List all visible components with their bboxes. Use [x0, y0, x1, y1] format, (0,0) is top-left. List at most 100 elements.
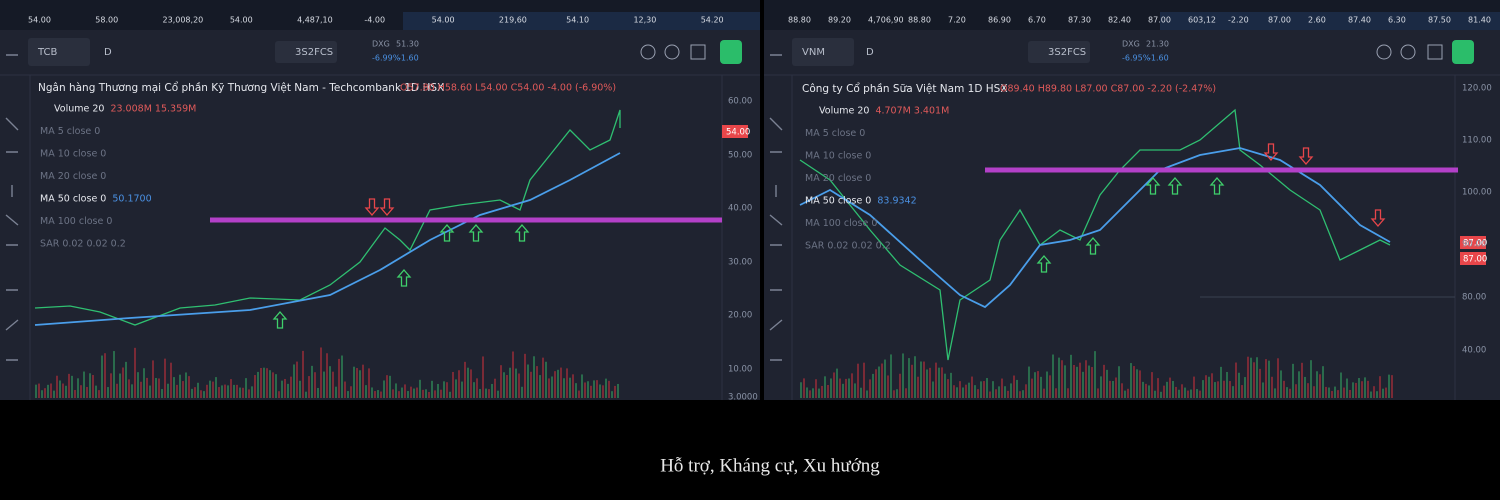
quote-value: 54.00 — [230, 16, 253, 25]
quote-value: 87.00 — [1268, 16, 1291, 25]
volume-bar — [1007, 390, 1009, 398]
volume-bar — [107, 387, 109, 398]
volume-bar — [1196, 389, 1198, 398]
volume-bar — [524, 353, 526, 398]
volume-bar — [1280, 370, 1282, 398]
volume-bar — [1244, 377, 1246, 398]
volume-bar — [377, 390, 379, 398]
quote-value: 12,30 — [633, 16, 656, 25]
volume-bar — [977, 389, 979, 398]
volume-bar — [560, 367, 562, 398]
layout-box[interactable] — [275, 41, 337, 63]
volume-bar — [158, 378, 160, 398]
volume-bar — [1316, 371, 1318, 398]
interval[interactable]: D — [104, 47, 112, 58]
volume-bar — [1166, 381, 1168, 398]
volume-bar — [1391, 375, 1393, 398]
quote-value: 6.70 — [1028, 16, 1046, 25]
record-button[interactable] — [1452, 40, 1474, 64]
volume-bar — [1283, 380, 1285, 398]
volume-bar — [305, 391, 307, 398]
icon[interactable] — [1376, 44, 1392, 60]
volume-bar — [311, 365, 313, 398]
volume-bar — [578, 390, 580, 398]
volume-bar — [419, 379, 421, 398]
volume-bar — [326, 353, 328, 398]
volume-bar — [1247, 356, 1249, 398]
volume-bar — [1025, 384, 1027, 398]
record-button[interactable] — [720, 40, 742, 64]
volume-bar — [1310, 360, 1312, 398]
volume-bar — [554, 371, 556, 398]
volume-bar — [128, 379, 130, 398]
volume-bar — [404, 384, 406, 398]
volume-bar — [1016, 379, 1018, 398]
volume-bar — [1190, 389, 1192, 398]
volume-bar — [269, 370, 271, 398]
volume-bar — [308, 376, 310, 398]
volume-bar — [980, 381, 982, 398]
volume-bar — [1241, 385, 1243, 398]
volume-bar — [1070, 354, 1072, 398]
volume-bar — [1064, 365, 1066, 398]
volume-bar — [902, 353, 904, 398]
volume-bar — [167, 383, 169, 398]
volume-bar — [812, 388, 814, 398]
volume-bar — [1124, 390, 1126, 398]
volume-bar — [887, 375, 889, 398]
volume-bar — [1301, 362, 1303, 398]
icon[interactable] — [640, 44, 656, 60]
volume-bar — [548, 378, 550, 398]
volume-bar — [1259, 368, 1261, 398]
volume-bar — [416, 387, 418, 398]
chart-title: Ngân hàng Thương mại Cổ phần Kỹ Thương V… — [38, 81, 444, 94]
interval[interactable]: D — [866, 47, 874, 58]
icon[interactable] — [1427, 44, 1443, 60]
volume-bar — [1082, 371, 1084, 398]
volume-bar — [1346, 378, 1348, 398]
volume-bar — [1343, 387, 1345, 398]
volume-bar — [1103, 364, 1105, 398]
quote-value: 54.10 — [566, 16, 589, 25]
volume-bar — [386, 375, 388, 398]
volume-bar — [596, 380, 598, 398]
volume-bar — [425, 389, 427, 398]
last-price: 87.00 — [1463, 239, 1487, 249]
volume-bar — [617, 383, 619, 398]
volume-bar — [830, 378, 832, 398]
volume-bar — [1232, 386, 1234, 398]
volume-bar — [1217, 381, 1219, 398]
volume-bar — [1055, 388, 1057, 398]
layout-box[interactable] — [1028, 41, 1090, 63]
volume-bar — [842, 383, 844, 398]
icon[interactable] — [664, 44, 680, 60]
price-axis-label: 40.00 — [1462, 346, 1486, 356]
icon[interactable] — [690, 44, 706, 60]
icon[interactable] — [1400, 44, 1416, 60]
volume-bar — [152, 360, 154, 398]
quote-value: 54.20 — [701, 16, 724, 25]
volume-bar — [968, 382, 970, 398]
volume-bar — [296, 361, 298, 398]
volume-bar — [1067, 388, 1069, 398]
volume-bar — [1106, 369, 1108, 398]
volume-bar — [479, 388, 481, 398]
watch-price: 21.30 — [1146, 40, 1169, 49]
volume-bar — [1340, 372, 1342, 398]
volume-bar — [1286, 387, 1288, 398]
volume-bar — [287, 383, 289, 398]
volume-bar — [362, 364, 364, 398]
last-price-tag — [1460, 236, 1486, 249]
volume-bar — [86, 386, 88, 398]
volume-bar — [1094, 351, 1096, 398]
volume-bar — [1079, 362, 1081, 398]
volume-bar — [1136, 369, 1138, 398]
symbol-box[interactable] — [28, 38, 90, 66]
volume-bar — [527, 364, 529, 398]
volume-bar — [92, 375, 94, 398]
volume-bar — [389, 375, 391, 398]
quote-value: 6.30 — [1388, 16, 1406, 25]
symbol-box[interactable] — [792, 38, 854, 66]
volume-bar — [1043, 388, 1045, 398]
indicator-value: 50.1700 — [112, 194, 151, 205]
